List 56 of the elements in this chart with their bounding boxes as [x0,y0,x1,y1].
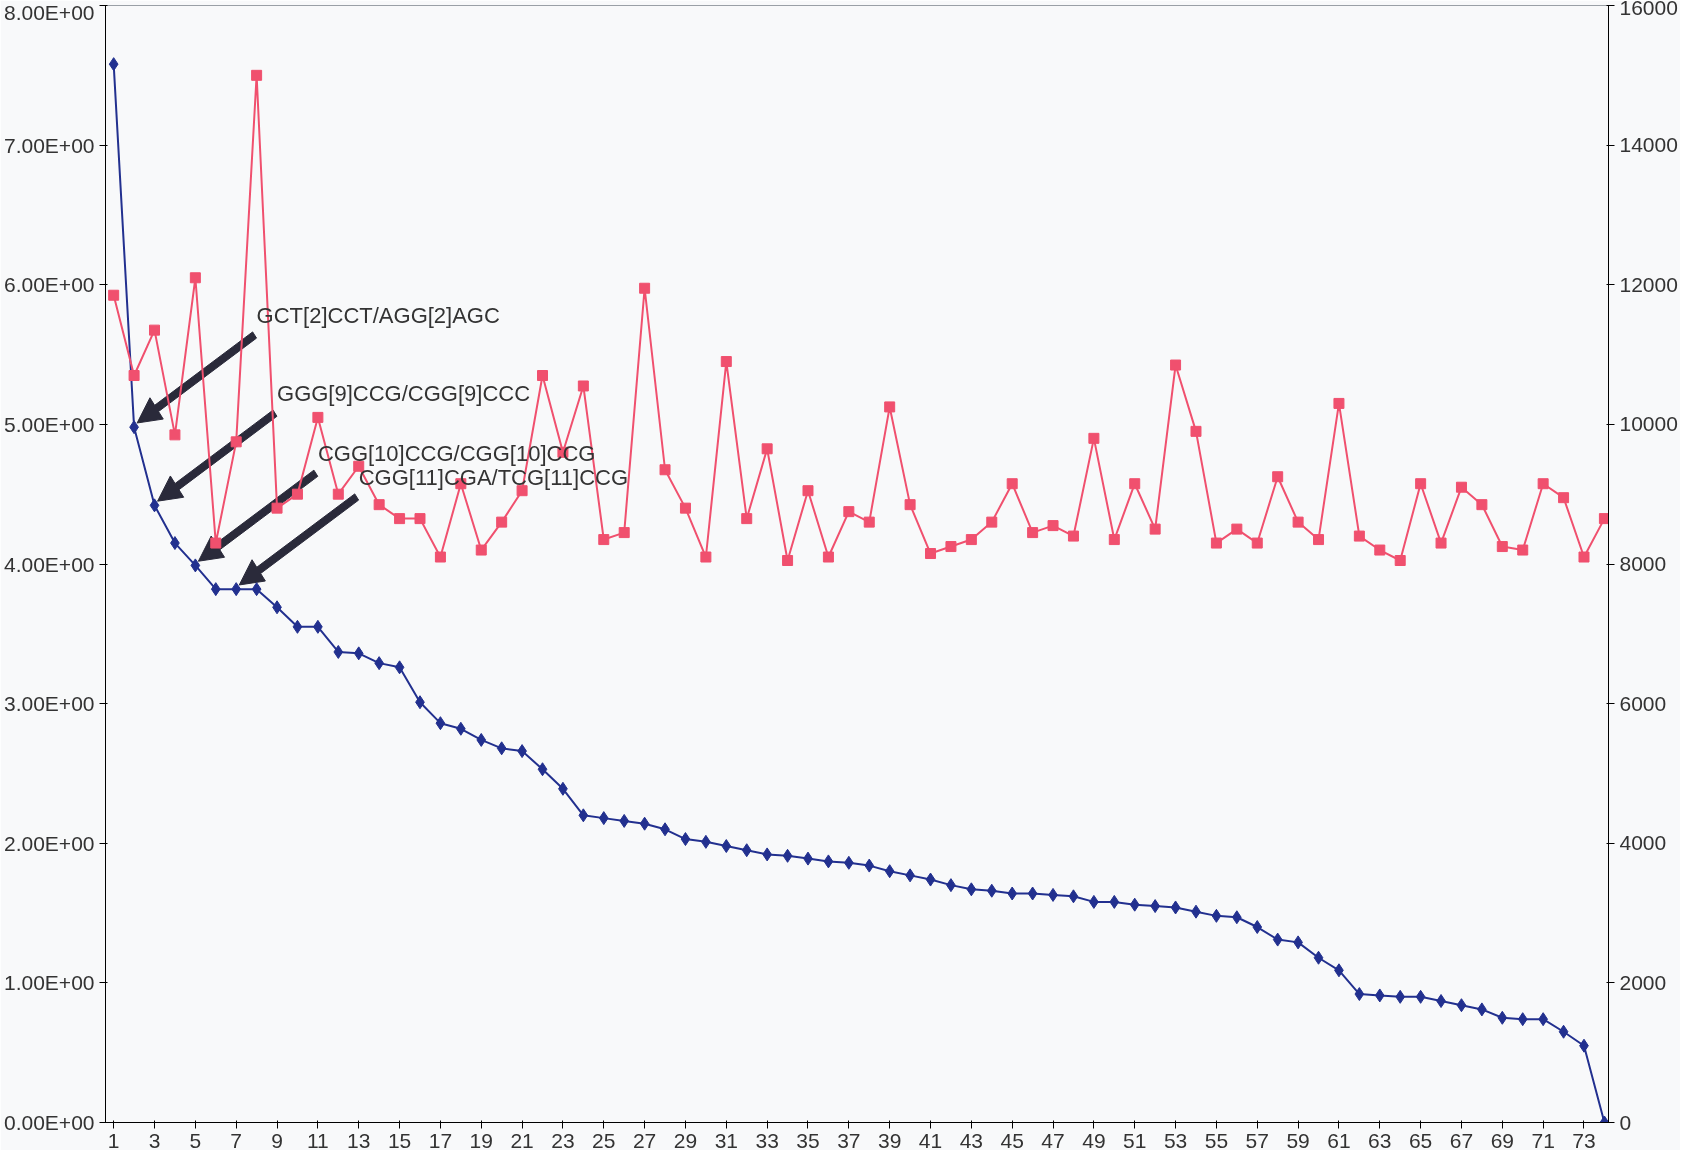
x-tick-label: 29 [673,1128,698,1152]
y-tick-label: 4.00E+00 [4,552,95,576]
x-tick-label: 19 [469,1128,493,1152]
x-tick-label: 39 [877,1128,902,1152]
x-tick-label: 61 [1327,1128,1351,1152]
x-tick-label: 11 [306,1128,329,1152]
y2-tick-label: 16000 [1619,0,1678,19]
x-tick-label: 17 [428,1128,453,1152]
x-tick-label: 25 [592,1128,616,1152]
y-tick-label: 3.00E+00 [4,692,95,716]
x-tick-label: 23 [551,1128,575,1152]
y2-tick-label: 12000 [1619,272,1678,296]
y-tick-label: 5.00E+00 [4,412,95,436]
x-tick-label: 31 [714,1128,738,1152]
y2-tick-label: 4000 [1619,831,1667,855]
x-tick-label: 1 [107,1128,120,1152]
x-tick-label: 53 [1163,1128,1188,1152]
x-tick-label: 51 [1123,1128,1147,1152]
y2-tick-label: 10000 [1619,412,1678,436]
y2-tick-label: 14000 [1619,133,1678,157]
x-tick-label: 21 [510,1128,534,1152]
x-tick-label: 49 [1082,1128,1106,1152]
x-tick-label: 37 [837,1128,861,1152]
x-tick-label: 69 [1490,1128,1514,1152]
x-tick-label: 9 [271,1128,283,1152]
y-tick-label: 0.00E+00 [4,1111,95,1134]
x-tick-label: 41 [918,1128,943,1152]
annotation: GGG[9]CCG/CGG[9]CCC [277,381,531,407]
x-tick-label: 15 [387,1128,412,1152]
y-tick-label: 8.00E+00 [4,0,95,24]
x-tick-label: 43 [959,1128,984,1152]
x-tick-label: 63 [1368,1128,1392,1152]
x-tick-label: 27 [632,1128,657,1152]
x-tick-label: 67 [1449,1128,1474,1152]
y-tick-label: 7.00E+00 [4,133,95,157]
x-tick-label: 13 [347,1128,371,1152]
x-tick-label: 47 [1041,1128,1065,1152]
x-tick-label: 55 [1204,1128,1229,1152]
x-tick-label: 65 [1408,1128,1433,1152]
x-tick-label: 71 [1531,1128,1555,1152]
x-tick-label: 5 [189,1128,202,1152]
y2-tick-label: 0 [1619,1110,1632,1134]
y2-tick-label: 2000 [1619,970,1667,994]
y-tick-label: 1.00E+00 [4,971,95,995]
x-tick-label: 45 [1000,1128,1024,1152]
y2-tick-label: 6000 [1619,691,1667,715]
y2-tick-label: 8000 [1619,552,1667,575]
x-tick-label: 57 [1245,1128,1269,1152]
x-tick-label: 35 [796,1128,820,1152]
x-tick-label: 33 [755,1128,779,1152]
y-tick-label: 2.00E+00 [4,831,95,855]
x-tick-label: 73 [1572,1128,1596,1152]
x-tick-label: 3 [148,1128,161,1152]
x-tick-label: 59 [1286,1128,1310,1152]
x-tick-label: 7 [230,1128,243,1152]
y-tick-label: 6.00E+00 [4,273,95,297]
